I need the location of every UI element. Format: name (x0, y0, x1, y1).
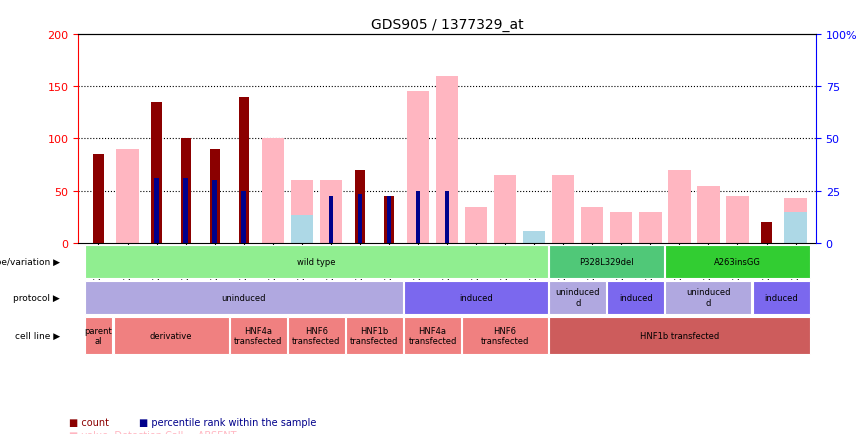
Bar (155, 179, 159, 243)
Bar (444, 191, 450, 243)
Text: uninduced
d: uninduced d (556, 288, 600, 307)
Text: HNF4a
transfected: HNF4a transfected (234, 326, 282, 345)
Text: ■ percentile rank within the sample: ■ percentile rank within the sample (139, 417, 316, 427)
Text: wild type: wild type (297, 257, 336, 266)
FancyBboxPatch shape (404, 281, 548, 314)
Bar (407, 92, 429, 243)
Text: protocol ▶: protocol ▶ (13, 293, 60, 302)
Text: induced: induced (619, 293, 653, 302)
Bar (239, 97, 249, 243)
Text: ■ count: ■ count (69, 417, 109, 427)
Bar (151, 102, 161, 243)
Bar (727, 197, 749, 243)
Text: induced: induced (459, 293, 493, 302)
FancyBboxPatch shape (84, 281, 403, 314)
Bar (384, 197, 394, 243)
Bar (785, 212, 806, 243)
Bar (261, 139, 284, 243)
FancyBboxPatch shape (666, 281, 752, 314)
Title: GDS905 / 1377329_at: GDS905 / 1377329_at (371, 18, 523, 32)
FancyBboxPatch shape (114, 317, 228, 354)
Bar (213, 181, 217, 243)
FancyBboxPatch shape (404, 317, 461, 354)
FancyBboxPatch shape (666, 245, 810, 278)
Bar (355, 171, 365, 243)
Bar (291, 215, 313, 243)
Text: uninduced: uninduced (221, 293, 266, 302)
FancyBboxPatch shape (549, 317, 810, 354)
Text: induced: induced (764, 293, 798, 302)
Text: HNF1b transfected: HNF1b transfected (640, 331, 719, 340)
FancyBboxPatch shape (549, 281, 606, 314)
Text: ■ value, Detection Call = ABSENT: ■ value, Detection Call = ABSENT (69, 430, 237, 434)
Bar (494, 176, 516, 243)
Bar (523, 231, 545, 243)
Text: P328L329del: P328L329del (580, 257, 635, 266)
FancyBboxPatch shape (753, 281, 810, 314)
Bar (639, 212, 661, 243)
Bar (581, 207, 603, 243)
FancyBboxPatch shape (84, 245, 548, 278)
FancyBboxPatch shape (608, 281, 664, 314)
Text: genotype/variation ▶: genotype/variation ▶ (0, 257, 60, 266)
Bar (329, 197, 333, 243)
Bar (523, 233, 545, 243)
Bar (610, 212, 633, 243)
Bar (785, 199, 806, 243)
Bar (209, 150, 220, 243)
Bar (291, 181, 313, 243)
Bar (465, 207, 487, 243)
Text: cell line ▶: cell line ▶ (15, 331, 60, 340)
Text: uninduced
d: uninduced d (687, 288, 731, 307)
Text: HNF4a
transfected: HNF4a transfected (408, 326, 457, 345)
Bar (94, 155, 103, 243)
Bar (241, 191, 246, 243)
Bar (697, 186, 720, 243)
Text: HNF6
transfected: HNF6 transfected (481, 326, 529, 345)
Bar (552, 176, 575, 243)
Bar (668, 171, 691, 243)
Bar (358, 194, 362, 243)
Text: derivative: derivative (150, 331, 193, 340)
Text: parent
al: parent al (84, 326, 112, 345)
Bar (386, 197, 391, 243)
Text: HNF6
transfected: HNF6 transfected (293, 326, 340, 345)
Bar (436, 76, 458, 243)
Bar (319, 181, 342, 243)
FancyBboxPatch shape (462, 317, 548, 354)
FancyBboxPatch shape (288, 317, 345, 354)
Bar (761, 223, 772, 243)
Text: A263insGG: A263insGG (714, 257, 761, 266)
Bar (181, 139, 191, 243)
FancyBboxPatch shape (346, 317, 403, 354)
FancyBboxPatch shape (549, 245, 664, 278)
Text: HNF1b
transfected: HNF1b transfected (350, 326, 398, 345)
FancyBboxPatch shape (230, 317, 286, 354)
Bar (416, 191, 420, 243)
Bar (183, 179, 187, 243)
Bar (116, 150, 139, 243)
FancyBboxPatch shape (84, 317, 112, 354)
